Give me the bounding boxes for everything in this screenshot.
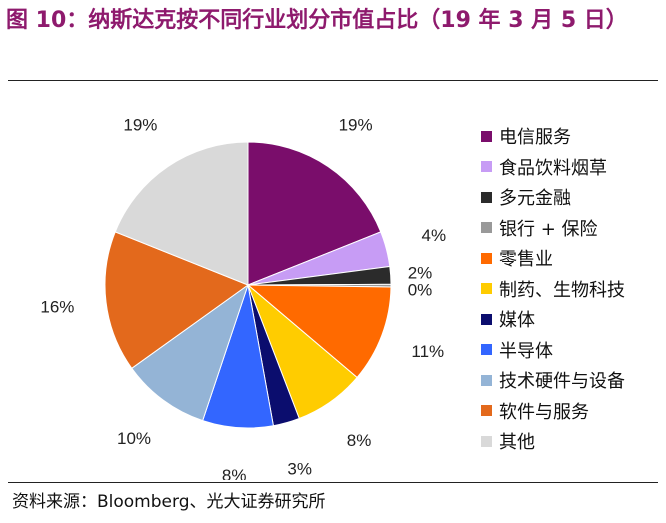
source-divider xyxy=(8,482,658,483)
legend-swatch xyxy=(481,222,492,234)
legend-item: 半导体 xyxy=(481,335,625,366)
legend-label: 多元金融 xyxy=(499,188,571,210)
legend-label: 制药、生物科技 xyxy=(499,279,625,301)
legend-swatch xyxy=(481,405,492,417)
pie-labels: 19% 4% 2%0% 11% 8% 3% 8% 10% 16% 19% xyxy=(40,115,446,480)
chart-title: 图 10：纳斯达克按不同行业划分市值占比（19 年 3 月 5 日） xyxy=(6,8,628,33)
legend-label: 食品饮料烟草 xyxy=(499,157,607,179)
slice-label: 19% xyxy=(339,115,373,134)
legend-item: 软件与服务 xyxy=(481,396,625,427)
legend-item: 技术硬件与设备 xyxy=(481,365,625,396)
legend-item: 食品饮料烟草 xyxy=(481,152,625,183)
source-note: 资料来源：Bloomberg、光大证券研究所 xyxy=(12,492,326,512)
pie-slices xyxy=(104,141,392,429)
pie-slice xyxy=(247,141,382,286)
slice-label: 0% xyxy=(408,280,433,299)
legend-label: 零售业 xyxy=(499,249,553,271)
legend-item: 媒体 xyxy=(481,304,625,335)
legend-swatch xyxy=(481,283,492,295)
legend-label: 软件与服务 xyxy=(499,401,589,423)
legend-swatch xyxy=(481,313,492,325)
slice-label: 4% xyxy=(422,226,447,245)
legend-label: 半导体 xyxy=(499,340,553,362)
legend-item: 银行 + 保险 xyxy=(481,213,625,244)
legend-item: 电信服务 xyxy=(481,121,625,152)
legend-swatch xyxy=(481,435,492,447)
pie-chart: 19% 4% 2%0% 11% 8% 3% 8% 10% 16% 19% xyxy=(40,115,446,480)
slice-label: 2% xyxy=(408,263,433,282)
legend-swatch xyxy=(481,191,492,203)
chart-legend: 电信服务食品饮料烟草 多元金融银行 + 保险 零售业制药、生物科技 媒体半导体技术硬件… xyxy=(481,121,625,457)
pie-slice xyxy=(131,283,249,422)
slice-label: 3% xyxy=(287,459,312,478)
slice-label: 19% xyxy=(123,115,157,134)
legend-swatch xyxy=(481,130,492,142)
legend-swatch xyxy=(481,344,492,356)
legend-swatch xyxy=(481,161,492,173)
pie-slice xyxy=(104,231,250,369)
title-divider xyxy=(8,80,658,81)
legend-swatch xyxy=(481,252,492,264)
legend-swatch xyxy=(481,374,492,386)
slice-label: 10% xyxy=(117,429,151,448)
pie-slice xyxy=(246,284,392,379)
legend-label: 其他 xyxy=(499,432,535,454)
legend-label: 电信服务 xyxy=(499,127,571,149)
legend-label: 银行 + 保险 xyxy=(499,218,598,240)
slice-label: 8% xyxy=(347,431,372,450)
legend-label: 媒体 xyxy=(499,310,535,332)
slice-label: 16% xyxy=(40,298,74,317)
slice-label: 8% xyxy=(222,466,247,480)
legend-label: 技术硬件与设备 xyxy=(499,371,625,393)
legend-item: 其他 xyxy=(481,426,625,457)
pie-slice xyxy=(114,141,249,286)
slice-label: 11% xyxy=(411,342,444,361)
legend-item: 多元金融 xyxy=(481,182,625,213)
legend-item: 零售业 xyxy=(481,243,625,274)
legend-item: 制药、生物科技 xyxy=(481,274,625,305)
